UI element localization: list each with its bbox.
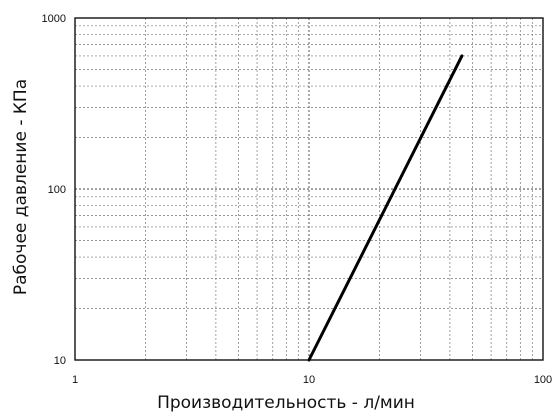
y-tick-label: 100 [48,184,66,196]
y-axis-title: Рабочее давление - КПа [11,79,31,295]
y-tick-label: 1000 [42,13,66,25]
series-line [307,54,464,362]
x-tick-label: 100 [534,374,552,386]
series-layer [307,54,464,362]
x-tick-label: 1 [72,374,78,386]
x-tick-label: 10 [303,374,315,386]
grid [75,18,543,360]
x-axis-title: Производительность - л/мин [157,393,415,413]
y-tick-label: 10 [54,355,66,367]
tick-labels: 1 10 100 10 100 1000 [42,13,553,386]
